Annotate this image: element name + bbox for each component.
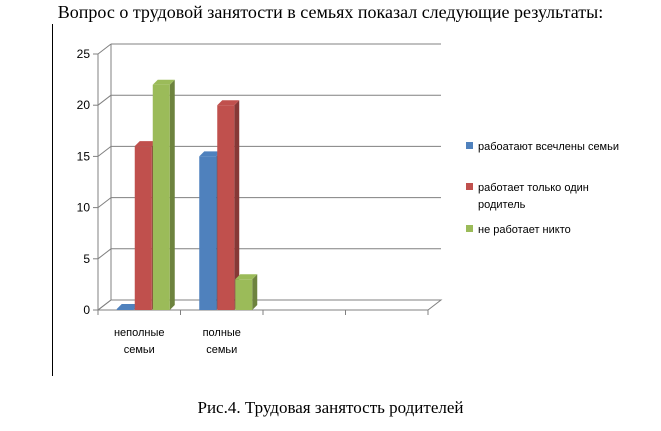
bar	[152, 79, 175, 310]
chart-frame	[52, 24, 661, 376]
y-tick-labels: 0 5 10 15 20 25	[77, 47, 91, 317]
bar	[235, 274, 258, 310]
gridline-join	[97, 94, 112, 106]
bar-top	[134, 141, 157, 147]
bar-front	[116, 309, 134, 310]
gridline-join	[97, 197, 112, 208]
bar-top	[199, 151, 222, 157]
bar-front	[235, 279, 253, 310]
gridline-join	[97, 43, 112, 55]
x-category-label: неполные	[114, 327, 165, 339]
bar-front	[152, 84, 170, 310]
legend-label: работает только один	[478, 182, 589, 194]
gridline-join	[97, 248, 112, 260]
legend-label: рабоатают всечлены семьи	[478, 141, 619, 153]
y-tick-label: 5	[83, 252, 90, 266]
legend-swatch	[466, 225, 473, 232]
chart-bars	[116, 79, 258, 310]
bar-front	[199, 156, 217, 310]
bar-top	[116, 304, 139, 309]
bar-front	[134, 146, 152, 310]
x-category-labels: неполные семьи полные семьи	[114, 327, 241, 356]
figure-caption: Рис.4. Трудовая занятость родителей	[197, 398, 464, 417]
x-category-label: семьи	[124, 344, 155, 356]
bar-front	[217, 105, 235, 310]
bar-top	[235, 274, 258, 280]
legend-swatch	[466, 142, 473, 149]
y-tick-label: 15	[77, 149, 91, 163]
y-tick-label: 25	[77, 47, 91, 61]
bar-top	[152, 79, 175, 85]
x-category-label: семьи	[206, 344, 237, 356]
bar-side	[169, 79, 175, 310]
y-tick-label: 10	[77, 201, 91, 215]
bar-side	[252, 274, 258, 310]
bar-top	[217, 100, 240, 106]
legend-label: не работает никто	[478, 224, 571, 236]
chart-floor	[96, 299, 443, 311]
legend-label: родитель	[478, 199, 526, 211]
legend-swatch	[466, 183, 473, 190]
bar	[217, 100, 240, 310]
gridline-join	[97, 146, 112, 157]
page-heading: Вопрос о трудовой занятости в семьях пок…	[57, 2, 604, 22]
y-tick-label: 0	[83, 303, 90, 317]
chart-axes	[93, 53, 443, 315]
chart-legend: рабоатают всечлены семьи работает только …	[466, 141, 619, 236]
x-category-label: полные	[203, 327, 241, 339]
y-tick-label: 20	[77, 98, 91, 112]
bar-side	[234, 100, 240, 310]
